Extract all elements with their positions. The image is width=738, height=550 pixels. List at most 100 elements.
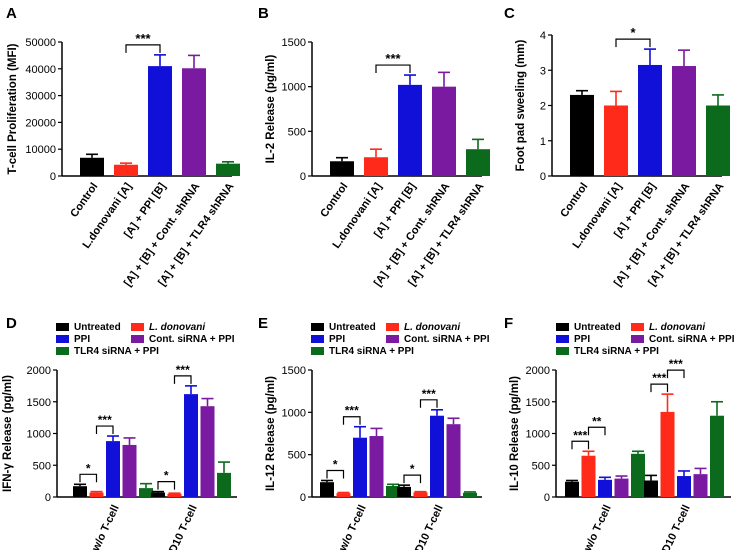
legend-swatch bbox=[386, 323, 399, 331]
y-tick-label: 1000 bbox=[526, 429, 550, 441]
bar bbox=[106, 441, 120, 497]
panel-d: D 0 500 1000 1500 2000 IFN-γ Release (pg/ml) U… bbox=[2, 315, 237, 550]
y-tick-label: 40000 bbox=[25, 64, 56, 76]
y-tick-label: 500 bbox=[288, 450, 306, 462]
y-tick-label: 1500 bbox=[27, 397, 51, 409]
legend-label: L. donovani bbox=[649, 322, 705, 333]
significance-label: ** bbox=[592, 414, 602, 428]
bar bbox=[614, 478, 629, 497]
legend-label: Cont. siRNA + PPI bbox=[149, 334, 235, 345]
significance-bracket bbox=[79, 473, 98, 483]
legend-swatch bbox=[56, 347, 69, 355]
y-tick-label: 3 bbox=[540, 65, 546, 77]
panel-f-letter: F bbox=[504, 315, 513, 332]
y-tick-label: 1000 bbox=[282, 82, 306, 94]
bar bbox=[463, 492, 477, 497]
significance-label: *** bbox=[669, 357, 683, 371]
panel-c-letter: C bbox=[504, 5, 515, 22]
bar bbox=[660, 411, 675, 497]
bar bbox=[430, 415, 444, 497]
legend-swatch bbox=[311, 323, 324, 331]
bar bbox=[151, 492, 165, 497]
y-tick-label: 2000 bbox=[27, 365, 51, 377]
bar-4 bbox=[182, 68, 206, 176]
y-axis-label: IL-10 Release (pg/ml) bbox=[509, 376, 521, 491]
legend-label: L. donovani bbox=[149, 322, 205, 333]
bar bbox=[397, 486, 411, 497]
significance-bracket bbox=[173, 375, 192, 384]
legend-swatch bbox=[556, 335, 569, 343]
legend-swatch bbox=[131, 323, 144, 331]
y-tick-label: 1500 bbox=[526, 397, 550, 409]
legend-swatch bbox=[131, 335, 144, 343]
y-tick-label: 500 bbox=[532, 460, 550, 472]
significance-bracket bbox=[326, 469, 345, 479]
bar bbox=[631, 453, 645, 497]
legend-label: TLR4 siRNA + PPI bbox=[574, 346, 659, 357]
y-tick-label: 0 bbox=[540, 171, 546, 183]
bar bbox=[89, 492, 104, 497]
legend-swatch bbox=[556, 323, 569, 331]
bar-1 bbox=[330, 161, 354, 176]
bar bbox=[369, 436, 384, 497]
bar bbox=[184, 394, 198, 497]
bar bbox=[139, 488, 153, 497]
x-group-label: +D10 T-cell bbox=[410, 503, 445, 550]
panel-b-letter: B bbox=[258, 5, 269, 22]
significance-bracket bbox=[419, 399, 438, 408]
legend-label: Untreated bbox=[74, 322, 121, 333]
panel-f: F 0 500 1000 1500 2000 IL-10 Release (pg/ml) U… bbox=[504, 315, 735, 550]
bar bbox=[122, 444, 137, 497]
legend-swatch bbox=[56, 335, 69, 343]
bar-1 bbox=[80, 157, 104, 176]
y-axis-label: IL-12 Release (pg/ml) bbox=[265, 376, 277, 491]
panel-a-letter: A bbox=[6, 5, 17, 22]
y-tick-label: 10000 bbox=[25, 144, 56, 156]
significance-label: *** bbox=[385, 51, 401, 66]
bar bbox=[386, 485, 400, 497]
y-tick-label: 30000 bbox=[25, 91, 56, 103]
legend-swatch bbox=[311, 347, 324, 355]
panel-e: E 0 500 1000 1500 IL-12 Release (pg/ml) Untre… bbox=[258, 315, 490, 550]
x-tick-label: Control bbox=[68, 181, 100, 220]
bar-5 bbox=[216, 163, 240, 176]
significance-bracket bbox=[571, 440, 590, 450]
bar bbox=[598, 479, 612, 497]
y-axis-label: IFN-γ Release (pg/ml) bbox=[2, 375, 14, 492]
significance-label: *** bbox=[135, 31, 151, 46]
legend-label: Cont. siRNA + PPI bbox=[649, 334, 735, 345]
bar bbox=[710, 415, 724, 497]
significance-bracket bbox=[95, 425, 114, 435]
bar-3 bbox=[638, 64, 662, 176]
bar-4 bbox=[432, 86, 456, 176]
bar-3 bbox=[148, 66, 172, 176]
significance-bracket bbox=[615, 38, 651, 48]
bar bbox=[320, 482, 334, 497]
bar bbox=[693, 474, 708, 497]
y-tick-label: 1000 bbox=[282, 407, 306, 419]
significance-label: * bbox=[410, 462, 415, 476]
y-tick-label: 1000 bbox=[27, 429, 51, 441]
bar bbox=[581, 455, 596, 497]
bar bbox=[413, 492, 428, 497]
legend-swatch bbox=[631, 323, 644, 331]
significance-bracket bbox=[587, 426, 606, 436]
significance-label: *** bbox=[176, 363, 190, 377]
significance-bracket bbox=[403, 474, 422, 484]
legend-swatch bbox=[631, 335, 644, 343]
y-tick-label: 500 bbox=[288, 126, 306, 138]
panel-b: B 0 500 1000 1500 IL-2 Release (pg/ml) Contro… bbox=[258, 5, 490, 289]
y-tick-label: 4 bbox=[540, 30, 546, 42]
x-group-label: +D10 T-cell bbox=[164, 503, 199, 550]
bar bbox=[565, 481, 579, 497]
legend-label: L. donovani bbox=[404, 322, 460, 333]
bar bbox=[644, 480, 658, 497]
legend-swatch bbox=[386, 335, 399, 343]
y-tick-label: 1500 bbox=[282, 37, 306, 49]
legend-label: PPI bbox=[74, 334, 90, 345]
y-axis-label: IL-2 Release (pg/ml) bbox=[265, 55, 277, 164]
bar bbox=[167, 493, 182, 497]
y-axis-label: Foot pad sweeling (mm) bbox=[515, 40, 527, 172]
legend-swatch bbox=[556, 347, 569, 355]
